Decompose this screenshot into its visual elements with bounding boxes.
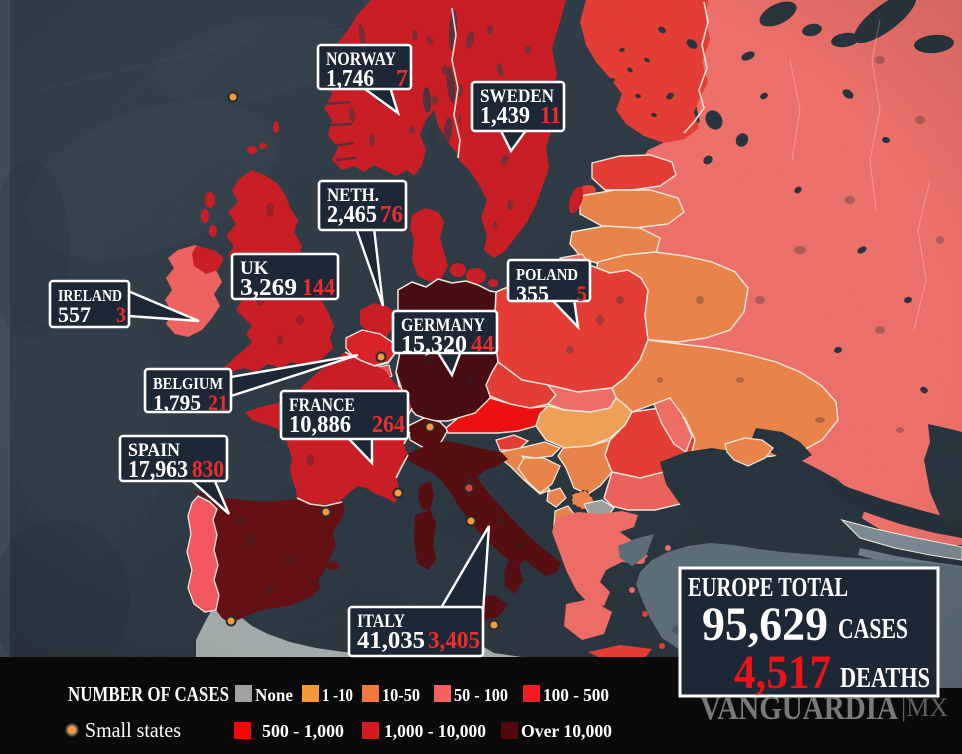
svg-text:3,269: 3,269 xyxy=(240,275,297,301)
svg-text:21: 21 xyxy=(208,390,228,415)
svg-text:10,886: 10,886 xyxy=(289,412,351,438)
svg-text:95,629: 95,629 xyxy=(702,598,828,651)
svg-text:DEATHS: DEATHS xyxy=(840,663,930,694)
svg-text:Over 10,000: Over 10,000 xyxy=(521,721,612,741)
svg-text:7: 7 xyxy=(396,66,408,92)
svg-text:1,795: 1,795 xyxy=(153,390,201,415)
svg-text:500 - 1,000: 500 - 1,000 xyxy=(262,721,344,741)
svg-text:264: 264 xyxy=(372,412,405,438)
svg-text:15,320: 15,320 xyxy=(401,332,467,358)
svg-text:GERMANY: GERMANY xyxy=(401,315,485,336)
svg-text:144: 144 xyxy=(302,275,335,301)
svg-text:11: 11 xyxy=(540,103,561,129)
svg-text:4,517: 4,517 xyxy=(734,646,831,699)
svg-text:1,000 - 10,000: 1,000 - 10,000 xyxy=(384,721,486,741)
svg-text:1,439: 1,439 xyxy=(480,103,530,129)
svg-text:76: 76 xyxy=(380,202,403,228)
svg-text:41,035: 41,035 xyxy=(357,628,425,654)
svg-text:UK: UK xyxy=(240,258,269,279)
svg-text:SPAIN: SPAIN xyxy=(128,440,180,461)
svg-text:1,746: 1,746 xyxy=(326,66,374,92)
svg-text:NETH.: NETH. xyxy=(327,185,379,206)
svg-text:3: 3 xyxy=(116,302,126,327)
svg-text:BELGIUM: BELGIUM xyxy=(153,374,223,393)
svg-text:17,963: 17,963 xyxy=(128,457,188,483)
svg-text:EUROPE TOTAL: EUROPE TOTAL xyxy=(688,572,848,602)
svg-text:557: 557 xyxy=(58,302,91,327)
svg-text:SWEDEN: SWEDEN xyxy=(480,86,554,107)
svg-text:IRELAND: IRELAND xyxy=(58,286,122,305)
svg-text:44: 44 xyxy=(471,332,494,358)
svg-text:NORWAY: NORWAY xyxy=(326,49,396,70)
svg-text:3,405: 3,405 xyxy=(428,628,480,654)
svg-text:|MX: |MX xyxy=(901,693,948,722)
svg-text:1 -10: 1 -10 xyxy=(322,685,353,705)
svg-text:100 - 500: 100 - 500 xyxy=(543,685,609,705)
svg-text:CASES: CASES xyxy=(838,614,908,645)
svg-text:Small states: Small states xyxy=(85,718,181,742)
svg-text:50 - 100: 50 - 100 xyxy=(454,685,508,705)
svg-text:10-50: 10-50 xyxy=(382,685,420,705)
svg-text:2,465: 2,465 xyxy=(327,202,377,228)
svg-text:830: 830 xyxy=(192,457,224,483)
svg-text:NUMBER OF CASES: NUMBER OF CASES xyxy=(68,682,229,706)
svg-text:ITALY: ITALY xyxy=(357,611,405,632)
svg-text:None: None xyxy=(255,685,293,705)
svg-text:VANGUARDIA: VANGUARDIA xyxy=(700,690,898,727)
svg-text:5: 5 xyxy=(577,281,587,306)
svg-text:POLAND: POLAND xyxy=(516,265,578,284)
svg-text:FRANCE: FRANCE xyxy=(289,395,355,416)
svg-text:355: 355 xyxy=(516,281,549,306)
